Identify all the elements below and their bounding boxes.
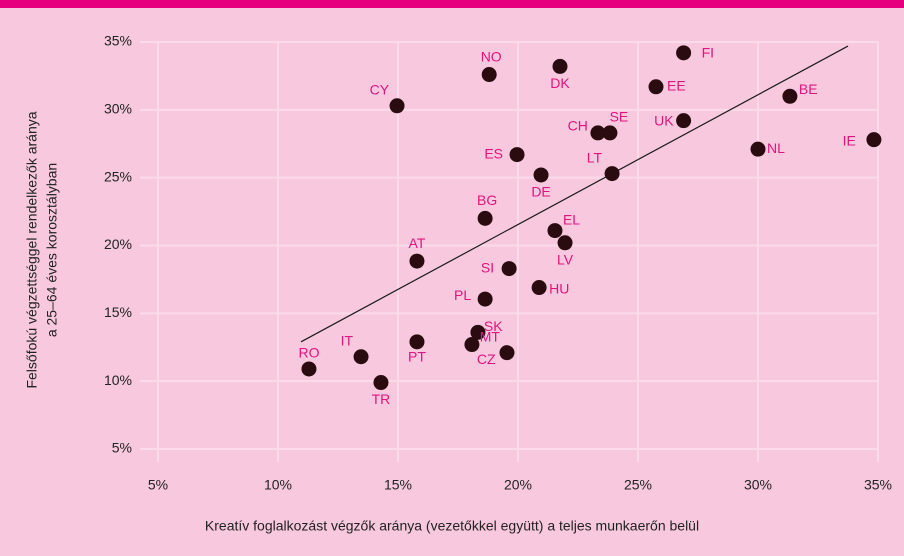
point-label: BG	[477, 192, 497, 208]
point-label: SI	[481, 259, 494, 275]
point-label: NL	[767, 140, 785, 156]
point-label: LT	[587, 149, 603, 165]
point-label: TR	[372, 391, 391, 407]
point-label: DK	[550, 75, 570, 91]
y-axis-label: Felsőfokú végzettséggel rendelkezők arán…	[24, 111, 40, 388]
point-label: ES	[484, 145, 503, 161]
point	[389, 98, 405, 114]
y-tick-label: 35%	[104, 33, 132, 49]
point	[750, 141, 766, 157]
y-tick-label: 10%	[104, 372, 132, 388]
point-label: CH	[568, 118, 588, 134]
x-tick-label: 20%	[504, 477, 532, 493]
point	[353, 349, 369, 365]
point-label: BE	[799, 81, 818, 97]
point-label: SE	[610, 109, 629, 125]
point	[557, 235, 573, 251]
point	[531, 280, 547, 296]
point-label: AT	[409, 235, 426, 251]
point	[481, 67, 497, 83]
point-label: DE	[531, 184, 550, 200]
point-label: EE	[667, 77, 686, 93]
point	[782, 88, 798, 104]
y-tick-label: 30%	[104, 101, 132, 117]
x-tick-label: 35%	[864, 477, 892, 493]
y-tick-label: 20%	[104, 236, 132, 252]
point	[477, 210, 493, 226]
point-label: PT	[408, 349, 426, 365]
point	[509, 147, 525, 163]
point	[501, 261, 517, 277]
x-tick-label: 25%	[624, 477, 652, 493]
top-bar	[0, 0, 904, 8]
point	[409, 334, 425, 350]
point	[533, 167, 549, 183]
trend-line	[300, 45, 849, 343]
x-tick-label: 10%	[264, 477, 292, 493]
point-label: HU	[549, 280, 569, 296]
point-label: CZ	[477, 351, 496, 367]
point-label: RO	[298, 345, 319, 361]
point-label: PL	[454, 287, 471, 303]
point	[866, 132, 882, 148]
point-label: IT	[341, 332, 354, 348]
point-label: CY	[370, 81, 390, 97]
x-tick-label: 15%	[384, 477, 412, 493]
y-tick-label: 25%	[104, 168, 132, 184]
point	[477, 291, 493, 307]
point	[648, 79, 664, 95]
y-tick-label: 5%	[112, 440, 132, 456]
point-label: SK	[484, 318, 503, 334]
point	[676, 113, 692, 129]
point	[552, 58, 568, 74]
point-label: EL	[563, 211, 580, 227]
point	[301, 361, 317, 377]
point	[547, 223, 563, 239]
y-tick-label: 15%	[104, 304, 132, 320]
point-label: MT	[480, 328, 501, 344]
point-label: FI	[702, 45, 714, 61]
point	[409, 253, 425, 269]
point	[676, 45, 692, 61]
point	[373, 375, 389, 391]
point	[464, 337, 480, 353]
point	[590, 125, 606, 141]
point	[602, 125, 618, 141]
point-label: NO	[481, 48, 502, 64]
point	[604, 166, 620, 182]
point-label: UK	[654, 112, 674, 128]
x-tick-label: 5%	[148, 477, 168, 493]
point	[470, 324, 486, 340]
x-tick-label: 30%	[744, 477, 772, 493]
x-axis-label: Kreatív foglalkozást végzők aránya (veze…	[205, 518, 699, 534]
point-label: LV	[557, 251, 574, 267]
point	[499, 345, 515, 361]
y-axis-label: a 25–64 éves korosztályban	[44, 163, 60, 337]
point-label: IE	[843, 132, 856, 148]
